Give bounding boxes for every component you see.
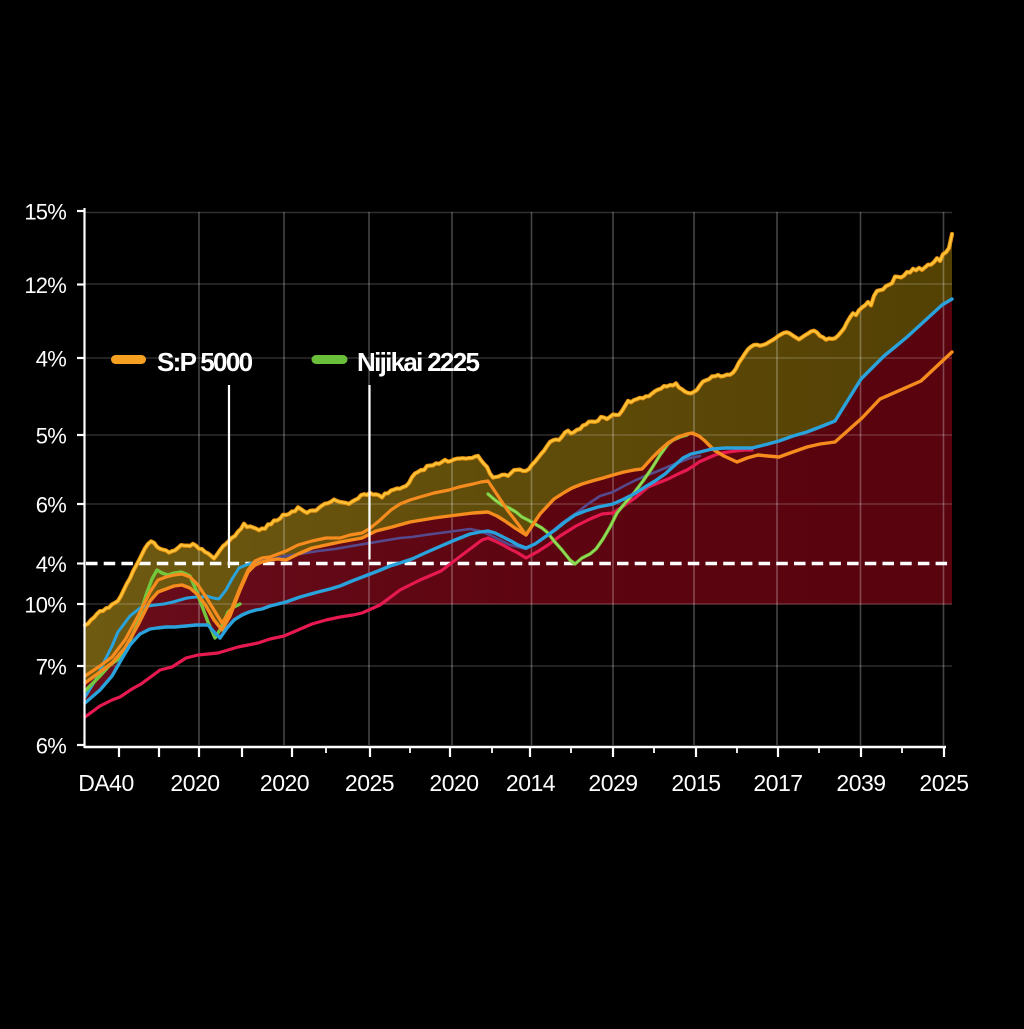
svg-text:12%: 12% [24,273,66,298]
svg-text:7%: 7% [36,655,66,680]
svg-text:2017: 2017 [753,770,802,796]
svg-text:2020: 2020 [260,770,309,796]
svg-text:S:P 5000: S:P 5000 [157,347,253,377]
svg-text:Nijikai 2225: Nijikai 2225 [357,347,479,377]
svg-text:2025: 2025 [345,770,394,796]
svg-text:2014: 2014 [506,770,556,796]
svg-text:6%: 6% [36,734,66,759]
svg-text:6%: 6% [36,493,66,518]
svg-text:2029: 2029 [588,770,637,796]
svg-text:2015: 2015 [671,770,720,796]
svg-text:15%: 15% [24,200,66,225]
svg-text:2025: 2025 [919,770,968,796]
svg-text:4%: 4% [36,552,66,577]
svg-text:10%: 10% [24,593,66,618]
svg-text:DA40: DA40 [78,770,134,796]
svg-text:2020: 2020 [429,770,478,796]
svg-text:5%: 5% [36,424,66,449]
svg-text:2020: 2020 [170,770,219,796]
svg-text:2039: 2039 [836,770,885,796]
svg-text:4%: 4% [36,347,66,372]
